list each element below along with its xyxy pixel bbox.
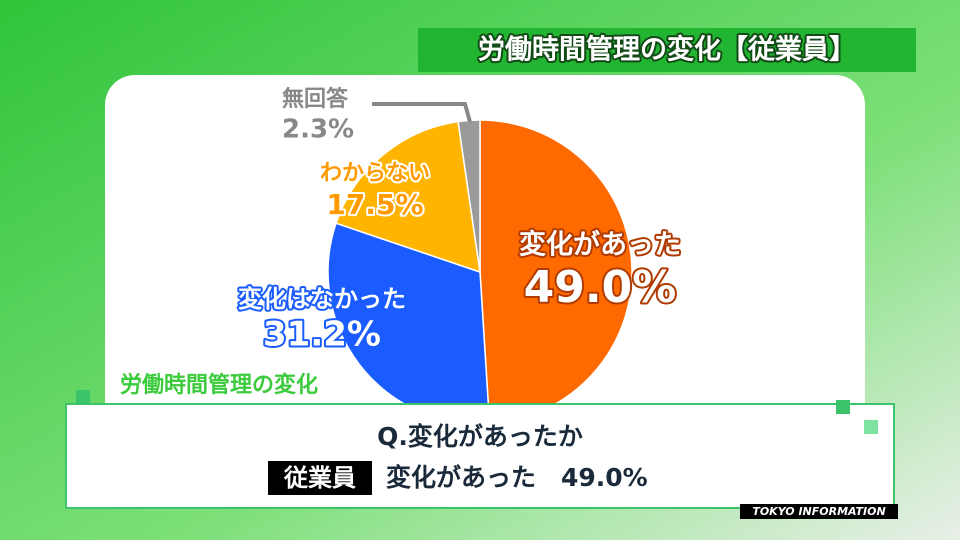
caption-question: Q.変化があったか bbox=[377, 422, 583, 451]
pie bbox=[327, 119, 633, 425]
slice-label: 変化があった bbox=[519, 229, 681, 261]
slice-value: 2.3% bbox=[282, 115, 354, 145]
deco bbox=[836, 400, 850, 414]
slice-label: 変化はなかった bbox=[238, 285, 406, 313]
badge-bg bbox=[268, 461, 372, 495]
slice-value: 49.0% bbox=[524, 262, 677, 313]
deco bbox=[76, 390, 90, 404]
slice-label: わからない bbox=[320, 161, 430, 186]
deco bbox=[864, 420, 878, 434]
brand: TOKYO INFORMATION bbox=[752, 505, 885, 518]
caption-tag: 労働時間管理の変化 bbox=[120, 372, 318, 398]
leader-line bbox=[372, 102, 472, 123]
chart-title: 労働時間管理の変化【従業員】 bbox=[478, 34, 856, 66]
pie-slice bbox=[335, 120, 481, 274]
caption-answer: 変化があった 49.0% bbox=[386, 463, 648, 492]
slice-label: 無回答 bbox=[282, 86, 349, 112]
title-bar bbox=[418, 28, 916, 72]
brand-bg bbox=[740, 504, 898, 519]
caption-box bbox=[65, 403, 895, 509]
caption-badge: 従業員 bbox=[283, 464, 356, 492]
slice-value: 17.5% bbox=[326, 188, 423, 221]
slice-value: 31.2% bbox=[263, 315, 381, 355]
